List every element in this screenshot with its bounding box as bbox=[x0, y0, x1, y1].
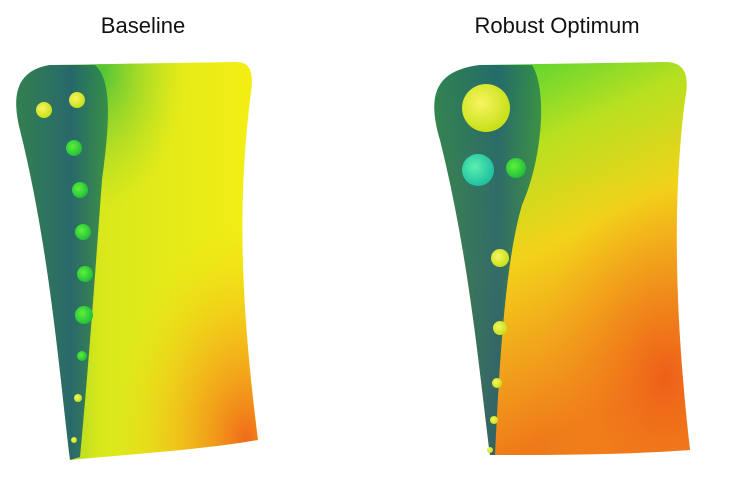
baseline-blade bbox=[16, 62, 258, 460]
robust-blade bbox=[434, 62, 690, 455]
panel-title: Baseline bbox=[101, 13, 185, 38]
panel-title: Robust Optimum bbox=[474, 13, 639, 38]
